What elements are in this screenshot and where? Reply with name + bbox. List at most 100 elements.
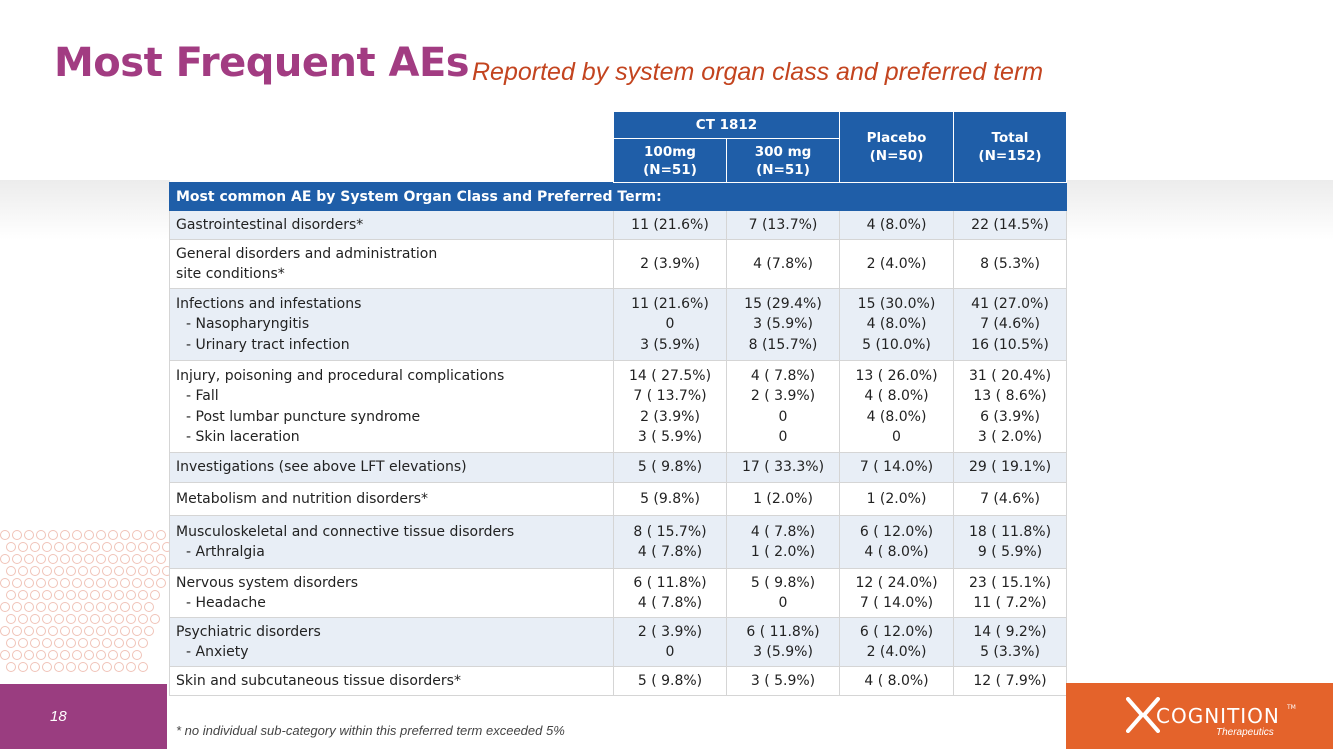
table-row: Infections and infestations - Nasopharyng… (169, 288, 1067, 361)
decorative-dot (102, 614, 112, 624)
decorative-dot (138, 566, 148, 576)
decorative-dot (0, 602, 10, 612)
value-cell: 1 (2.0%) (726, 482, 840, 516)
decorative-dot (30, 542, 40, 552)
decorative-dot (30, 566, 40, 576)
value-text: 3 ( 5.9%) (637, 429, 703, 445)
decorative-dot (66, 590, 76, 600)
decorative-dot (6, 542, 16, 552)
decorative-dot (66, 542, 76, 552)
decorative-dot (24, 578, 34, 588)
value-cell: 18 ( 11.8%) 9 ( 5.9%) (953, 515, 1067, 569)
value-cell: 4 (8.0%) (839, 210, 954, 240)
decorative-dot (6, 638, 16, 648)
decorative-dot (156, 554, 166, 564)
decorative-dot (90, 638, 100, 648)
decorative-dot (42, 614, 52, 624)
decorative-dot (90, 566, 100, 576)
row-label: Investigations (see above LFT elevations… (169, 452, 614, 483)
decorative-dot (102, 590, 112, 600)
value-text: 2 ( 3.9%) (750, 388, 816, 404)
decorative-dot (48, 578, 58, 588)
row-label: Gastrointestinal disorders* (169, 210, 614, 240)
value-text: 5 (3.3%) (980, 644, 1040, 660)
value-text: 7 ( 14.0%) (859, 595, 934, 611)
decorative-dot (36, 554, 46, 564)
value-cell: 17 ( 33.3%) (726, 452, 840, 483)
decorative-dot (36, 578, 46, 588)
value-text: 7 ( 14.0%) (859, 459, 934, 476)
value-cell: 41 (27.0%) 7 (4.6%) 16 (10.5%) (953, 288, 1067, 361)
table-row: Gastrointestinal disorders* 11 (21.6%) 7 (… (169, 210, 1067, 240)
value-text: 31 ( 20.4%) (968, 367, 1052, 384)
value-text: 2 (3.9%) (640, 408, 700, 425)
decorative-dot (156, 530, 166, 540)
decorative-dot (84, 602, 94, 612)
category-label: Injury, poisoning and procedural complic… (176, 367, 505, 384)
decorative-dot (144, 554, 154, 564)
decorative-dot (42, 662, 52, 672)
decorative-dot (78, 590, 88, 600)
value-text: 22 (14.5%) (971, 216, 1049, 233)
logo-tagline: Therapeutics (1216, 727, 1274, 738)
decorative-dot (42, 590, 52, 600)
category-label: Investigations (see above LFT elevations… (176, 459, 467, 476)
value-text: 2 (3.9%) (640, 255, 700, 272)
decorative-dot (0, 650, 10, 660)
column-header-300mg: 300 mg (N=51) (726, 138, 840, 183)
value-cell: 6 ( 12.0%) 2 (4.0%) (839, 617, 954, 667)
decorative-dot (42, 542, 52, 552)
logo-name: COGNITION (1156, 704, 1280, 728)
decorative-dot (126, 566, 136, 576)
decorative-dot (150, 614, 160, 624)
decorative-dot (132, 554, 142, 564)
value-cell: 12 ( 24.0%) 7 ( 14.0%) (839, 568, 954, 618)
value-text: 14 ( 9.2%) (973, 623, 1047, 640)
decorative-dot (78, 542, 88, 552)
decorative-dot (60, 602, 70, 612)
value-text: 23 ( 15.1%) (968, 574, 1052, 591)
decorative-dot (66, 614, 76, 624)
value-cell: 2 (4.0%) (839, 239, 954, 289)
decorative-dot (138, 638, 148, 648)
value-cell: 6 ( 12.0%) 4 ( 8.0%) (839, 515, 954, 569)
decorative-dot (156, 578, 166, 588)
preferred-term-label: - Nasopharyngitis (186, 316, 310, 333)
value-text: 16 (10.5%) (971, 336, 1049, 353)
value-cell: 4 ( 7.8%) 2 ( 3.9%) 0 0 (726, 360, 840, 453)
value-cell: 6 ( 11.8%) 3 (5.9%) (726, 617, 840, 667)
category-label: Skin and subcutaneous tissue disorders* (176, 672, 461, 689)
row-label: Psychiatric disorders - Anxiety (169, 617, 614, 667)
value-text: 17 ( 33.3%) (741, 459, 825, 476)
footnote: * no individual sub-category within this… (176, 723, 565, 738)
value-cell: 7 (13.7%) (726, 210, 840, 240)
decorative-dot (90, 662, 100, 672)
value-text: 4 ( 7.8%) (637, 544, 703, 560)
decorative-dot (48, 554, 58, 564)
decorative-dot (126, 590, 136, 600)
decorative-dot (150, 590, 160, 600)
decorative-dot (120, 530, 130, 540)
decorative-dot (138, 542, 148, 552)
table-row: General disorders and administration site… (169, 239, 1067, 289)
value-text: 8 (15.7%) (748, 336, 818, 353)
value-text: 9 ( 5.9%) (977, 544, 1043, 560)
decorative-dot (108, 602, 118, 612)
decorative-dot (84, 530, 94, 540)
decorative-dot (18, 590, 28, 600)
decorative-dot (114, 614, 124, 624)
decorative-dot (48, 626, 58, 636)
value-text: 4 (8.0%) (866, 216, 927, 233)
decorative-dot (66, 662, 76, 672)
decorative-dot (6, 614, 16, 624)
decorative-dot (24, 626, 34, 636)
value-text: 4 ( 7.8%) (750, 523, 816, 540)
value-text: 11 ( 7.2%) (973, 595, 1047, 611)
decorative-dot (138, 590, 148, 600)
value-text: 4 (8.0%) (866, 408, 927, 425)
decorative-dot (114, 638, 124, 648)
value-cell: 4 (7.8%) (726, 239, 840, 289)
footer-left-bar (0, 684, 167, 749)
value-cell: 15 (30.0%) 4 (8.0%) 5 (10.0%) (839, 288, 954, 361)
group-header-ct1812: CT 1812 (613, 111, 840, 139)
